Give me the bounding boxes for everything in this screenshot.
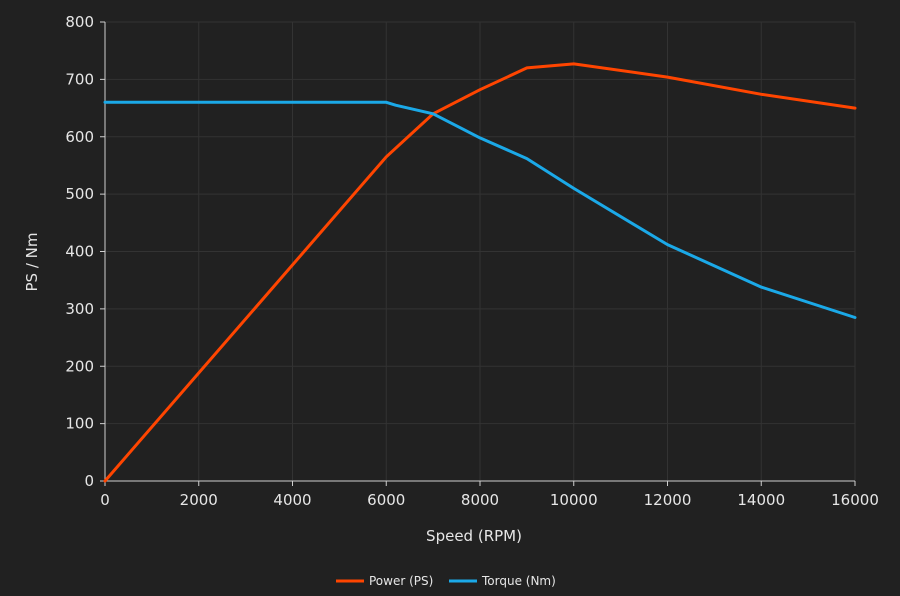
- legend-label: Torque (Nm): [481, 574, 556, 588]
- x-tick-label: 14000: [737, 491, 785, 509]
- x-tick-label: 12000: [644, 491, 692, 509]
- legend-label: Power (PS): [369, 574, 433, 588]
- y-tick-label: 200: [65, 357, 94, 375]
- y-tick-label: 500: [65, 185, 94, 203]
- legend[interactable]: Power (PS) Torque (Nm): [336, 574, 556, 588]
- y-tick-label: 0: [84, 472, 94, 490]
- y-tick-label: 400: [65, 243, 94, 261]
- series-line-1: [103, 100, 857, 319]
- y-tick-label: 100: [65, 415, 94, 433]
- x-tick-label: 0: [100, 491, 110, 509]
- y-tick-label: 700: [65, 70, 94, 88]
- series: [103, 62, 857, 483]
- x-axis-title: Speed (RPM): [426, 527, 522, 545]
- x-tick-label: 2000: [180, 491, 218, 509]
- grid: [104, 21, 856, 482]
- legend-item-1[interactable]: Torque (Nm): [449, 574, 556, 588]
- series-line-0: [103, 62, 857, 483]
- y-axis-title: PS / Nm: [23, 233, 41, 292]
- y-tick-label: 600: [65, 128, 94, 146]
- x-tick-label: 6000: [367, 491, 405, 509]
- x-tick-label: 4000: [273, 491, 311, 509]
- axes: 0 2000 4000 6000 8000 10000 12000 14000 16000 0 10…: [65, 13, 879, 509]
- y-tick-label: 300: [65, 300, 94, 318]
- x-tick-label: 8000: [461, 491, 499, 509]
- y-tick-label: 800: [65, 13, 94, 31]
- x-tick-label: 10000: [550, 491, 598, 509]
- x-tick-label: 16000: [831, 491, 879, 509]
- legend-item-0[interactable]: Power (PS): [336, 574, 433, 588]
